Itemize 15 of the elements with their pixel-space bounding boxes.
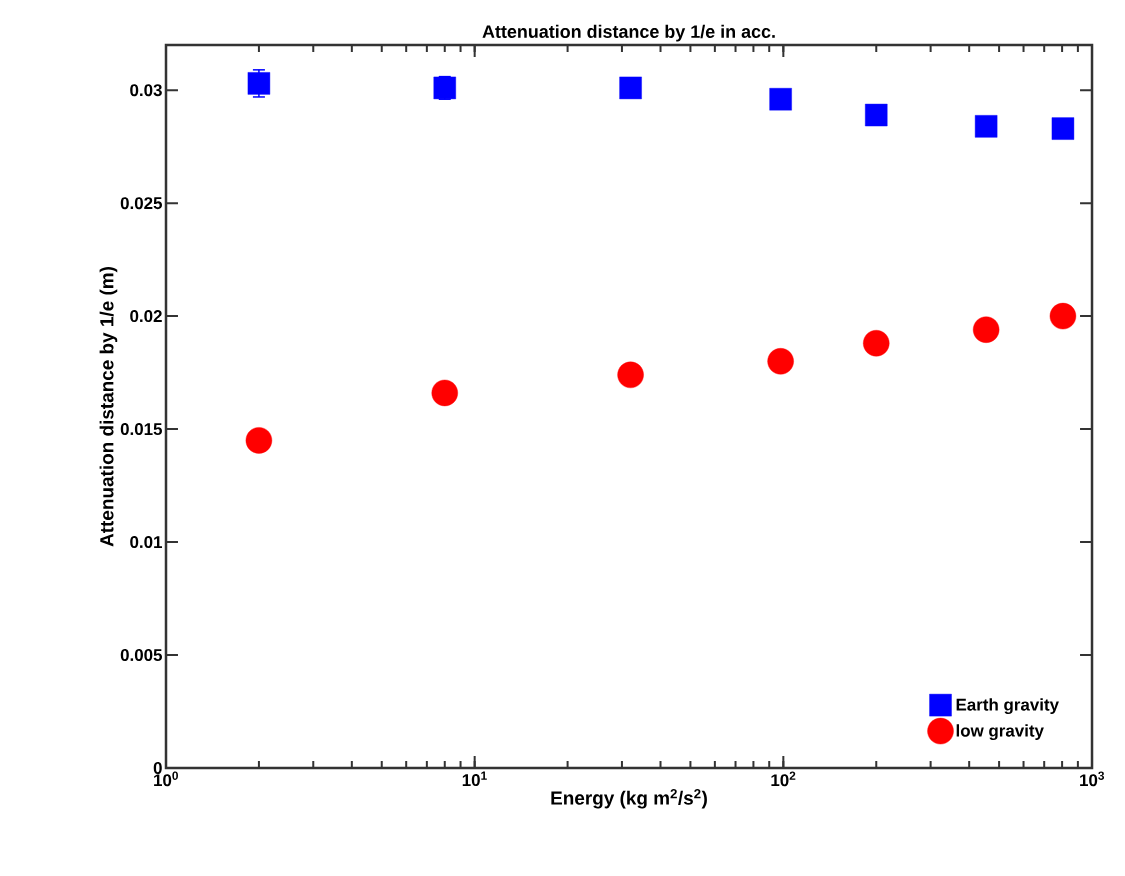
x-tick-label: 10$^{3}$	[1080, 771, 1105, 787]
y-axis-title: Attenuation distance by 1/e (m)	[99, 267, 118, 547]
x-axis-title: Energy (kg m$^{2}$/s$^{2}$)	[551, 789, 707, 809]
y-tick-label: 0.015	[120, 423, 163, 436]
legend-label: low gravity	[956, 724, 1044, 741]
y-tick-label: 0.03	[130, 84, 162, 97]
chart-title: Attenuation distance by 1/e in acc.	[482, 24, 775, 42]
y-tick-label: 0	[153, 762, 162, 774]
x-tick-label: 10$^{2}$	[771, 771, 796, 787]
legend-label: Earth gravity	[956, 698, 1059, 715]
y-tick-label: 0.02	[130, 310, 162, 323]
x-tick-label: 10$^{1}$	[462, 771, 487, 787]
y-tick-label: 0.005	[120, 649, 163, 662]
y-tick-label: 0.01	[130, 536, 163, 549]
y-tick-label: 0.025	[120, 197, 163, 210]
